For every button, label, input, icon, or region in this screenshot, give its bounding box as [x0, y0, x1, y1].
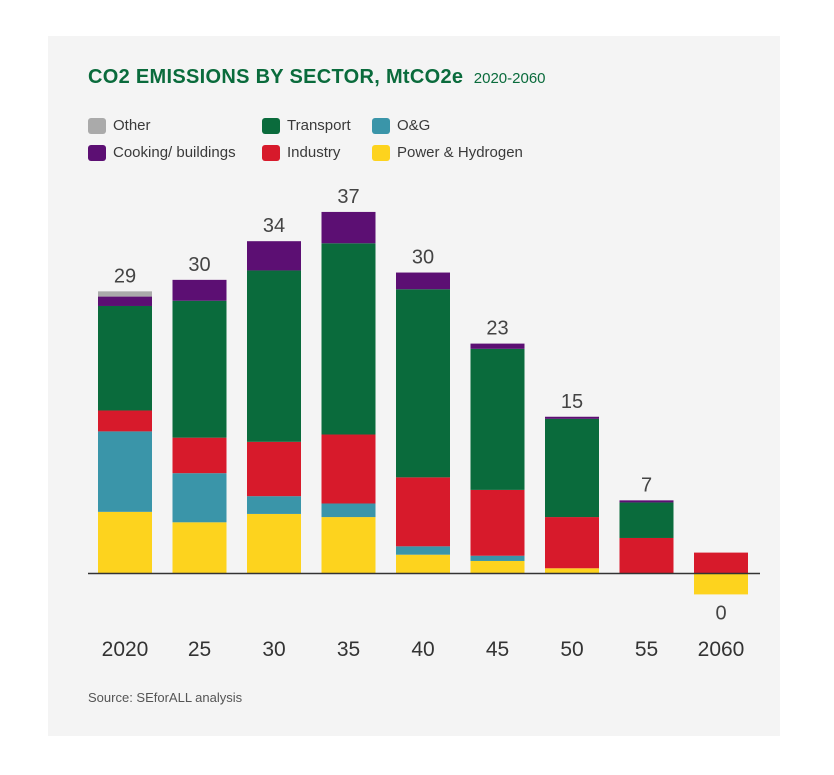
total-label-40: 30: [412, 247, 434, 269]
legend-swatch-cooking: [88, 144, 106, 161]
legend-item-power: Power & Hydrogen: [372, 144, 523, 161]
total-label-2060: 0: [715, 602, 726, 624]
legend-swatch-transport: [262, 117, 280, 134]
bar-segment-cooking-55: [619, 500, 674, 503]
legend-swatch-industry: [262, 144, 280, 161]
bar-segment-industry-2020: [98, 410, 152, 432]
legend-label-cooking: Cooking/ buildings: [113, 144, 236, 161]
bar-segment-industry-2060: [694, 552, 748, 574]
bar-segment-power-2060: [694, 573, 748, 595]
total-label-35: 37: [337, 186, 359, 208]
bar-segment-cooking-40: [396, 272, 450, 290]
bar-segment-cooking-50: [545, 416, 599, 419]
total-label-2020: 29: [114, 265, 136, 287]
bar-segment-industry-55: [619, 537, 674, 574]
bar-segment-cooking-30: [247, 241, 301, 271]
x-tick-label-30: 30: [262, 638, 285, 661]
bar-segment-power-50: [545, 568, 599, 574]
bar-segment-cooking-35: [321, 211, 376, 244]
legend-label-og: O&G: [397, 117, 431, 134]
x-tick-label-2020: 2020: [102, 638, 149, 661]
total-label-30: 34: [263, 215, 285, 237]
bar-segment-industry-45: [470, 489, 525, 556]
x-tick-label-55: 55: [635, 638, 658, 661]
bar-segment-industry-30: [247, 441, 301, 497]
legend-item-industry: Industry: [262, 144, 340, 161]
legend-swatch-power: [372, 144, 390, 161]
bar-segment-transport-40: [396, 289, 450, 478]
bar-segment-og-30: [247, 496, 301, 514]
bar-segment-transport-55: [619, 502, 674, 538]
total-label-45: 23: [486, 318, 508, 340]
bar-segment-industry-50: [545, 517, 599, 569]
bar-segment-power-25: [172, 522, 227, 574]
x-tick-label-50: 50: [560, 638, 583, 661]
bar-segment-transport-50: [545, 418, 599, 518]
source-note: Source: SEforALL analysis: [88, 690, 243, 705]
bar-segment-og-35: [321, 503, 376, 518]
bar-segment-transport-35: [321, 243, 376, 435]
legend-item-other: Other: [88, 117, 151, 134]
legend-label-other: Other: [113, 117, 151, 134]
chart-title: CO2 EMISSIONS BY SECTOR, MtCO2e 2020-206…: [88, 66, 546, 89]
total-label-55: 7: [641, 474, 652, 496]
legend-label-industry: Industry: [287, 144, 341, 161]
bar-segment-cooking-45: [470, 343, 525, 349]
bar-segment-og-45: [470, 555, 525, 561]
bar-segment-industry-35: [321, 434, 376, 504]
bar-segment-power-40: [396, 554, 450, 574]
bar-segment-other-2020: [98, 291, 152, 297]
legend-item-cooking: Cooking/ buildings: [88, 144, 236, 161]
bar-segment-transport-45: [470, 348, 525, 490]
bar-segment-og-25: [172, 473, 227, 523]
x-tick-label-2060: 2060: [698, 638, 745, 661]
total-label-50: 15: [561, 391, 583, 413]
x-tick-label-40: 40: [411, 638, 434, 661]
bar-segment-og-2020: [98, 431, 152, 512]
x-tick-label-25: 25: [188, 638, 211, 661]
bar-segment-og-40: [396, 546, 450, 555]
bar-segment-cooking-25: [172, 279, 227, 301]
legend-label-power: Power & Hydrogen: [397, 144, 523, 161]
bar-segment-industry-25: [172, 437, 227, 474]
legend-label-transport: Transport: [287, 117, 351, 134]
legend-item-transport: Transport: [262, 117, 351, 134]
x-tick-label-35: 35: [337, 638, 360, 661]
total-label-25: 30: [188, 254, 210, 276]
bar-segment-power-45: [470, 560, 525, 574]
bar-segment-power-35: [321, 517, 376, 574]
bar-segment-industry-40: [396, 477, 450, 547]
legend-item-og: O&G: [372, 117, 430, 134]
chart-subtitle: 2020-2060: [473, 70, 546, 87]
x-tick-label-45: 45: [486, 638, 509, 661]
legend-swatch-other: [88, 117, 106, 134]
legend-swatch-og: [372, 117, 390, 134]
chart-title-main: CO2 EMISSIONS BY SECTOR, MtCO2e: [88, 66, 464, 88]
bar-segment-cooking-2020: [98, 296, 152, 306]
bar-segment-power-2020: [98, 511, 152, 574]
bar-segment-power-30: [247, 513, 301, 574]
bar-segment-transport-30: [247, 270, 301, 442]
bar-segment-transport-2020: [98, 305, 152, 411]
bar-segment-transport-25: [172, 300, 227, 438]
